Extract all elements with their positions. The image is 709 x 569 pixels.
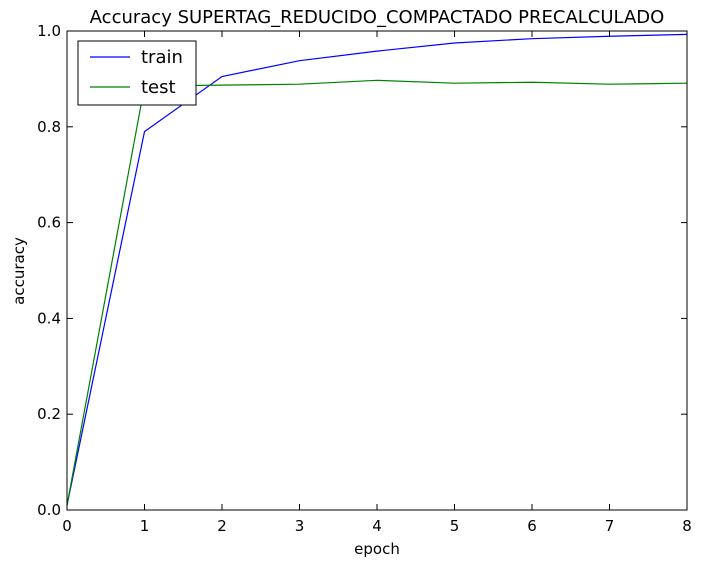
series-line-test xyxy=(66,79,688,506)
legend-label-test: test xyxy=(141,77,176,98)
x-tick-label: 5 xyxy=(450,517,460,535)
x-tick-label: 8 xyxy=(682,517,692,535)
x-tick-label: 0 xyxy=(62,517,72,535)
x-tick-label: 3 xyxy=(295,517,305,535)
y-axis-label: accuracy xyxy=(10,237,28,305)
chart-title: Accuracy SUPERTAG_REDUCIDO_COMPACTADO PR… xyxy=(90,7,665,28)
legend-label-train: train xyxy=(141,47,183,68)
y-tick-label: 0.8 xyxy=(37,118,61,136)
legend-box xyxy=(77,40,197,106)
legend: train test xyxy=(77,40,197,106)
axis-ticks: 0 1 2 3 4 5 6 7 8 0.0 0.2 0.4 0.6 0.8 1.0 xyxy=(37,22,692,535)
y-tick-label: 0.4 xyxy=(37,309,61,327)
y-tick-label: 0.6 xyxy=(37,214,61,232)
x-tick-label: 4 xyxy=(372,517,382,535)
x-axis-label: epoch xyxy=(354,540,400,558)
x-tick-label: 2 xyxy=(217,517,227,535)
x-tick-label: 6 xyxy=(527,517,537,535)
series-line-train xyxy=(66,33,688,506)
y-tick-label: 0.0 xyxy=(37,501,61,519)
x-tick-label: 7 xyxy=(605,517,615,535)
x-tick-label: 1 xyxy=(140,517,150,535)
y-tick-label: 1.0 xyxy=(37,22,61,40)
y-tick-label: 0.2 xyxy=(37,405,61,423)
